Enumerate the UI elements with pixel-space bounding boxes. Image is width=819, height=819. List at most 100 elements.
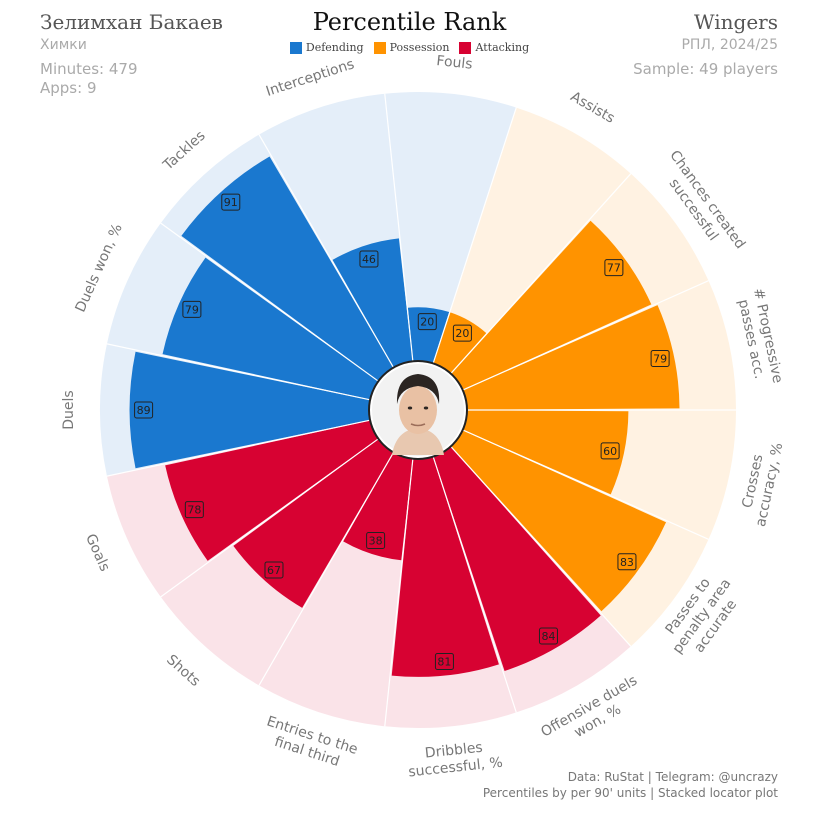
value-text: 20 xyxy=(455,327,469,340)
data-source: Data: RuStat | Telegram: @uncrazy xyxy=(567,770,778,784)
player-name: Зелимхан Бакаев xyxy=(40,10,223,34)
appearances: Apps: 9 xyxy=(40,79,97,97)
value-text: 77 xyxy=(607,262,621,275)
value-label-interceptions: 46 xyxy=(359,250,379,268)
value-label-entries-to-the-final-third: 38 xyxy=(366,532,386,550)
player-hair-icon xyxy=(396,374,440,404)
value-label-offensive-duels-won: 84 xyxy=(538,627,558,645)
category-label-progressive-passes-acc: # Progressivepasses acc. xyxy=(733,287,785,388)
value-label-tackles: 91 xyxy=(221,193,241,211)
value-text: 83 xyxy=(620,556,634,569)
category-label-line: Dribbles xyxy=(424,740,483,762)
value-box xyxy=(184,501,204,519)
divider-line xyxy=(462,429,709,540)
value-box xyxy=(134,401,154,419)
value-label-crosses-accuracy: 60 xyxy=(600,442,620,460)
percentile-bars xyxy=(129,156,680,677)
methodology-note: Percentiles by per 90' units | Stacked l… xyxy=(482,786,778,800)
bar-entries-to-the-final-third xyxy=(343,452,413,561)
value-text: 81 xyxy=(437,656,451,669)
value-label-duels-won: 79 xyxy=(182,300,202,318)
divider-line xyxy=(450,173,632,374)
category-label-duels: Duels xyxy=(61,390,77,429)
divider-line xyxy=(432,107,517,364)
category-label-line: successful, % xyxy=(408,755,504,781)
bar-progressive-passes-acc xyxy=(462,305,680,410)
value-label-passes-to-penalty-area-accurate: 83 xyxy=(617,553,637,571)
bar-duels-won xyxy=(162,257,379,400)
value-text: 46 xyxy=(362,253,376,266)
value-text: 79 xyxy=(185,303,199,316)
value-label-shots: 67 xyxy=(264,561,284,579)
bar-passes-to-penalty-area-accurate xyxy=(451,430,667,612)
legend-swatch-attacking xyxy=(459,41,472,54)
category-label-line: Goals xyxy=(82,532,113,574)
legend-swatch-defending xyxy=(289,41,302,54)
value-label-chances-created-successful: 77 xyxy=(604,259,624,277)
value-box xyxy=(264,561,284,579)
category-label-line: Duels won, % xyxy=(73,221,126,314)
value-box xyxy=(452,324,472,342)
bar-crosses-accuracy xyxy=(462,410,629,495)
value-label-goals: 78 xyxy=(184,501,204,519)
player-neck-icon xyxy=(392,428,444,455)
bar-tackles xyxy=(181,156,394,381)
background-sector-assists xyxy=(433,107,631,374)
category-label-tackles: Tackles xyxy=(160,128,209,174)
category-label-goals: Goals xyxy=(82,532,113,574)
player-photo xyxy=(368,360,468,460)
category-label-line: Duels xyxy=(61,390,77,429)
category-label-crosses-accuracy: Crossesaccuracy, % xyxy=(736,438,786,528)
category-label-line: Tackles xyxy=(160,128,209,174)
value-box xyxy=(538,627,558,645)
player-eye-left-icon xyxy=(407,406,413,410)
legend-item-possession: Possession xyxy=(373,41,449,54)
player-mouth-icon xyxy=(410,423,426,427)
category-label-line: Fouls xyxy=(436,53,474,73)
legend-item-defending: Defending xyxy=(289,41,364,54)
sample-size: Sample: 49 players xyxy=(633,60,778,78)
category-label-entries-to-the-final-third: Entries to thefinal third xyxy=(259,713,359,774)
category-label-line: Interceptions xyxy=(264,56,356,100)
value-box xyxy=(221,193,241,211)
legend: Defending Possession Attacking xyxy=(0,41,819,54)
background-sector-fouls xyxy=(384,91,517,364)
league-season: РПЛ, 2024/25 xyxy=(681,37,778,53)
value-text: 91 xyxy=(224,196,238,209)
category-label-dribbles-successful: Dribblessuccessful, % xyxy=(406,738,504,781)
player-face-icon xyxy=(399,386,437,434)
value-label-fouls: 20 xyxy=(417,313,437,331)
bar-assists xyxy=(433,312,487,374)
bar-duels xyxy=(129,351,371,469)
position-group: Wingers xyxy=(694,10,778,34)
value-box xyxy=(366,532,386,550)
value-label-progressive-passes-acc: 79 xyxy=(650,350,670,368)
category-label-fouls: Fouls xyxy=(436,53,474,73)
value-text: 89 xyxy=(137,404,151,417)
value-label-duels: 89 xyxy=(134,401,154,419)
divider-line xyxy=(462,280,709,391)
divider-line xyxy=(160,438,379,598)
legend-label-defending: Defending xyxy=(305,41,364,54)
value-text: 60 xyxy=(603,445,617,458)
category-label-assists: Assists xyxy=(568,89,618,127)
value-labels: 89 79 91 46 20 20 77 79 60 83 84 81 38 67 78 xyxy=(134,193,670,671)
category-label-line: Assists xyxy=(568,89,618,127)
value-text: 38 xyxy=(369,535,383,548)
minutes-played: Minutes: 479 xyxy=(40,60,138,78)
bar-interceptions xyxy=(332,238,413,368)
value-box xyxy=(617,553,637,571)
value-box xyxy=(417,313,437,331)
value-box xyxy=(600,442,620,460)
value-box xyxy=(604,259,624,277)
value-text: 84 xyxy=(541,630,555,643)
value-text: 67 xyxy=(267,564,281,577)
legend-swatch-possession xyxy=(373,41,386,54)
club-name: Химки xyxy=(40,37,87,53)
value-label-assists: 20 xyxy=(452,324,472,342)
legend-label-attacking: Attacking xyxy=(475,41,530,54)
divider-line xyxy=(106,419,371,477)
value-box xyxy=(182,300,202,318)
chart-title: Percentile Rank xyxy=(312,8,507,36)
category-label-line: Shots xyxy=(163,652,203,690)
